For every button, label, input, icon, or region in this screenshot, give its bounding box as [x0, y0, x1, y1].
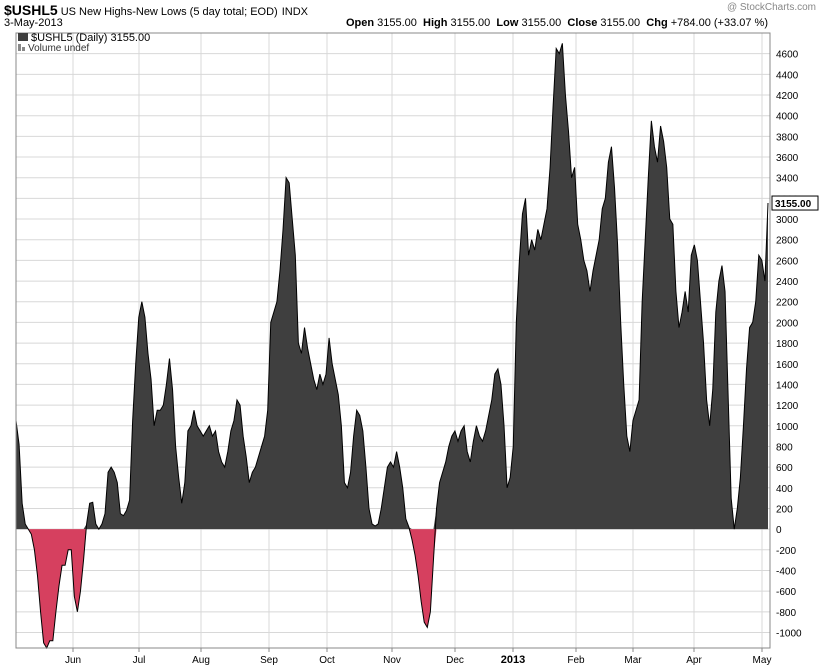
- series-line: [15, 43, 769, 650]
- symbol-label: $USHL5: [4, 2, 58, 18]
- legend-volume-label: Volume undef: [28, 43, 89, 54]
- legend-series-swatch: [18, 33, 28, 41]
- y-tick-label: 400: [776, 484, 793, 495]
- x-axis: Jun Jul Aug Sep Oct Nov Dec 2013 Feb Mar Apr May: [65, 648, 772, 666]
- legend-series-label: $USHL5 (Daily) 3155.00: [31, 32, 150, 44]
- x-tick-label: Mar: [624, 655, 642, 666]
- x-tick-label: Sep: [260, 655, 278, 666]
- y-tick-label: 2800: [776, 236, 799, 247]
- y-tick-label: -600: [776, 587, 796, 598]
- y-tick-label: -800: [776, 608, 796, 619]
- volume-swatch: [22, 47, 25, 51]
- plot-frame: [15, 32, 771, 649]
- x-tick-label: Dec: [446, 655, 464, 666]
- low-label: Low: [496, 17, 519, 29]
- y-tick-label: 2000: [776, 318, 799, 329]
- y-tick-label: 1000: [776, 422, 799, 433]
- y-tick-label: 2400: [776, 277, 799, 288]
- y-tick-label: 3800: [776, 132, 799, 143]
- date-label: 3-May-2013: [4, 17, 63, 29]
- ohlc-readout: Open 3155.00 High 3155.00 Low 3155.00 Cl…: [346, 17, 768, 29]
- x-tick-label: Aug: [192, 655, 210, 666]
- x-tick-label: Jun: [65, 655, 81, 666]
- y-tick-label: 3400: [776, 174, 799, 185]
- open-label: Open: [345, 17, 375, 29]
- exchange-label: INDX: [281, 6, 308, 18]
- y-tick-label: 800: [776, 442, 793, 453]
- chg-label: Chg: [646, 17, 668, 29]
- y-tick-label: 3000: [776, 215, 799, 226]
- last-value-marker: 3155.00: [771, 195, 819, 211]
- y-tick-label: 4000: [776, 112, 799, 123]
- x-tick-label: Feb: [567, 655, 585, 666]
- y-tick-label: 1800: [776, 339, 799, 350]
- chart-legend: $USHL5 (Daily) 3155.00 Volume undef: [18, 32, 150, 54]
- low-value: 3155.00: [521, 17, 562, 29]
- positive-area: [16, 43, 768, 530]
- x-tick-label: Nov: [383, 655, 401, 666]
- close-label: Close: [567, 17, 598, 29]
- volume-swatch: [18, 44, 21, 51]
- y-tick-label: 1600: [776, 360, 799, 371]
- y-tick-label: -1000: [776, 628, 802, 639]
- open-value: 3155.00: [377, 17, 417, 29]
- x-tick-label: 2013: [501, 654, 525, 666]
- high-value: 3155.00: [450, 17, 491, 29]
- y-tick-label: 0: [776, 525, 782, 536]
- y-tick-label: 2200: [776, 298, 799, 309]
- y-tick-label: 2600: [776, 256, 799, 267]
- high-label: High: [423, 17, 448, 29]
- y-tick-label: 200: [776, 504, 793, 515]
- x-tick-label: May: [753, 655, 772, 666]
- y-tick-label: 4600: [776, 50, 799, 61]
- last-value-box: [771, 195, 819, 211]
- close-value: 3155.00: [600, 17, 641, 29]
- y-axis: -1000 -800 -600 -400 -200 0 200 400 600 800 1000 12…: [776, 50, 802, 640]
- chart-title-row: $USHL5 US New Highs-New Lows (5 day total…: [4, 2, 816, 20]
- chg-value: +784.00 (+33.07 %): [670, 17, 768, 29]
- y-tick-label: 4400: [776, 70, 799, 81]
- y-tick-label: 1400: [776, 380, 799, 391]
- y-tick-label: -400: [776, 566, 796, 577]
- y-tick-label: 4200: [776, 91, 799, 102]
- y-tick-label: 600: [776, 463, 793, 474]
- x-tick-label: Jul: [133, 655, 146, 666]
- last-value-label: 3155.00: [775, 199, 812, 210]
- x-tick-label: Oct: [319, 655, 335, 666]
- description-label: US New Highs-New Lows (5 day total; EOD): [60, 6, 278, 18]
- y-tick-label: -200: [776, 546, 796, 557]
- x-tick-label: Apr: [686, 655, 702, 666]
- watermark-logo[interactable]: @ StockCharts.com: [726, 2, 816, 13]
- y-tick-label: 3600: [776, 153, 799, 164]
- y-tick-label: 1200: [776, 401, 799, 412]
